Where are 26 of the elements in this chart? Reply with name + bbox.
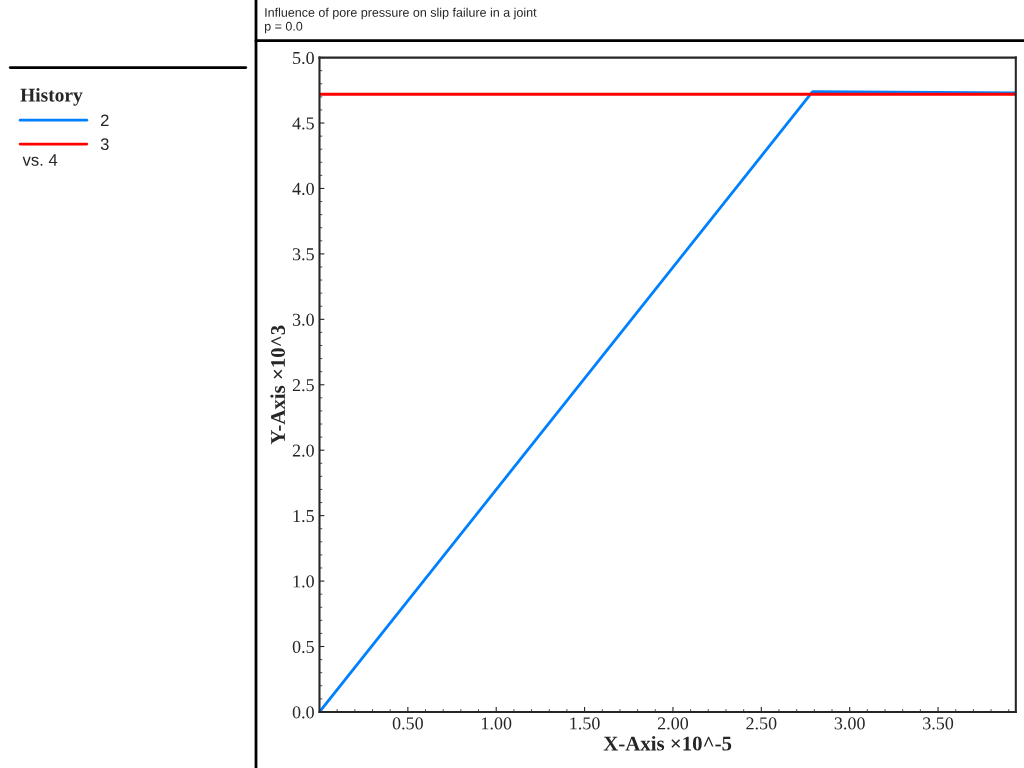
- y-tick-label: 4.5: [292, 117, 314, 130]
- x-tick-label: 3.50: [923, 717, 954, 730]
- y-tick-label: 0.5: [292, 640, 314, 654]
- y-tick-label: 0.0: [292, 706, 314, 719]
- y-tick-label: 3.0: [292, 313, 314, 326]
- y-tick-label: 2.5: [292, 379, 314, 392]
- y-tick-label: 2.0: [292, 444, 314, 457]
- x-tick-label: 2.50: [746, 717, 777, 730]
- legend-title: History: [20, 87, 83, 106]
- text: vs. 4: [22, 154, 58, 166]
- y-tick-label: 3.5: [292, 248, 314, 261]
- x-tick-label: 2.00: [657, 717, 689, 730]
- x-tick-label: 0.50: [392, 717, 423, 730]
- y-tick-label: 1.5: [293, 509, 314, 523]
- y-tick-label: 1.0: [293, 575, 314, 588]
- legend-label: 3: [100, 138, 109, 151]
- y-tick-label: 5.0: [293, 51, 314, 65]
- x-tick-label: 3.00: [834, 717, 865, 730]
- y-tick-label: 4.0: [292, 182, 314, 195]
- legend-label: 2: [100, 114, 109, 127]
- x-axis-title: X-Axis ×10^-5: [603, 735, 732, 751]
- chart-subtitle: p = 0.0: [265, 21, 303, 34]
- y-axis-title: Y-Axis ×10^3: [270, 325, 286, 445]
- x-tick-label: 1.50: [570, 717, 600, 730]
- x-tick-label: 1.00: [482, 717, 512, 730]
- chart-title: Influence of pore pressure on slip failure in a joint: [265, 7, 537, 20]
